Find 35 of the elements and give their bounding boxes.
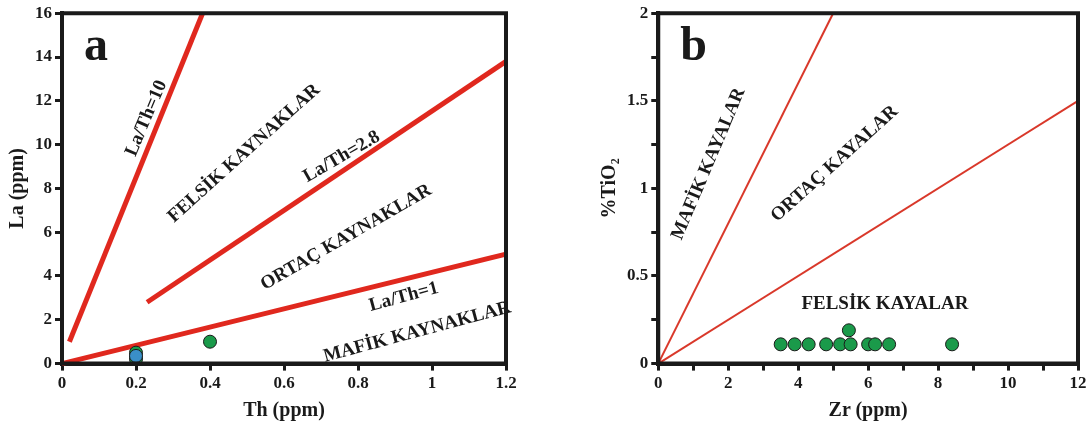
x-tick-label: 0.4 <box>199 373 222 393</box>
y-tick-label: 14 <box>35 46 53 66</box>
y-tick-label: 0 <box>639 352 649 372</box>
x-tick-label: 2 <box>723 373 733 393</box>
annotation: FELSİK KAYALAR <box>801 291 969 313</box>
x-axis-title: Zr (ppm) <box>828 398 908 422</box>
y-tick-label: 1 <box>639 177 649 197</box>
x-tick-label: 10 <box>999 373 1017 393</box>
y-tick-label: 4 <box>43 265 53 285</box>
y-tick-label: 16 <box>35 2 52 22</box>
x-tick-label: 4 <box>793 373 803 393</box>
y-axis-title: La (ppm) <box>5 148 29 229</box>
x-tick-label: 1.2 <box>495 373 517 393</box>
y-tick-label: 2 <box>43 309 52 329</box>
chart-title: b <box>680 16 707 70</box>
y-tick-label: 0.5 <box>627 265 649 285</box>
x-tick-label: 0.8 <box>347 373 369 393</box>
y-tick-label: 0 <box>43 352 52 372</box>
x-tick-label: 8 <box>933 373 943 393</box>
y-tick-label: 12 <box>35 90 52 110</box>
y-tick-label: 2 <box>639 2 649 22</box>
chart-title: a <box>84 16 108 70</box>
x-tick-label: 0.2 <box>125 373 147 393</box>
x-axis-title: Th (ppm) <box>243 398 325 422</box>
x-tick-label: 0 <box>654 373 663 393</box>
y-axis-title: %TiO₂ <box>597 158 620 219</box>
y-tick-label: 10 <box>35 133 52 153</box>
x-tick-label: 12 <box>1069 373 1087 393</box>
y-tick-label: 6 <box>43 221 52 241</box>
x-tick-label: 0 <box>57 373 67 393</box>
y-tick-label: 1.5 <box>627 90 649 110</box>
x-tick-label: 6 <box>863 373 873 393</box>
y-tick-label: 8 <box>43 177 52 197</box>
x-tick-label: 1 <box>427 373 437 393</box>
x-tick-label: 0.6 <box>273 373 295 393</box>
